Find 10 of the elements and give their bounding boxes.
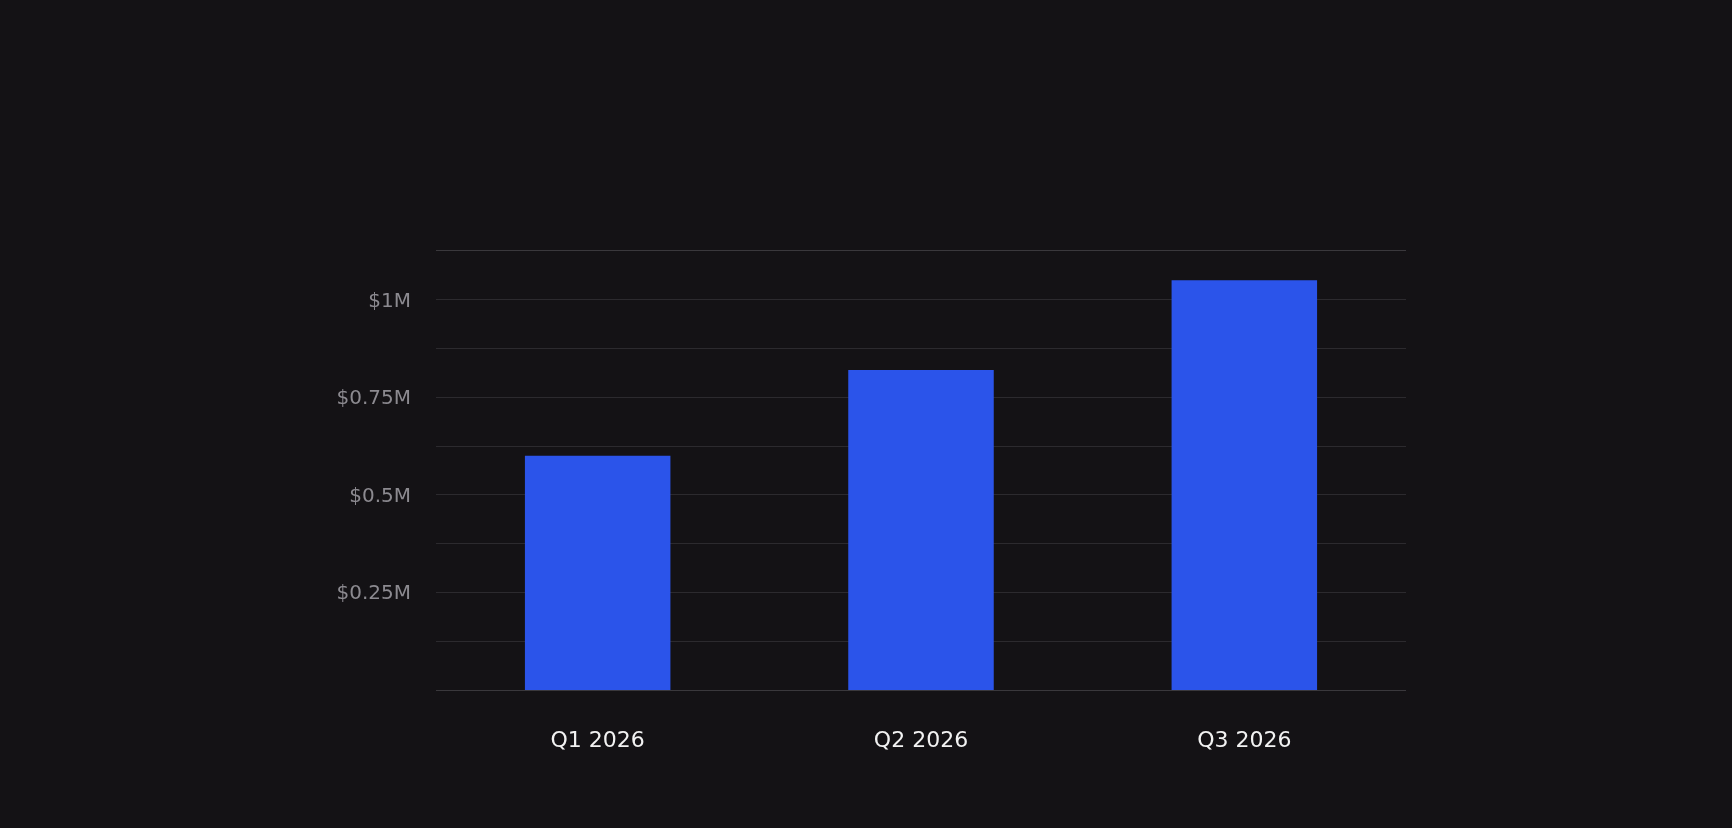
y-tick-label: $0.25M — [336, 580, 411, 605]
x-tick-label: Q1 2026 — [550, 727, 645, 753]
y-tick-label: $0.75M — [336, 385, 411, 410]
bar — [524, 455, 671, 690]
bar — [1171, 280, 1318, 690]
x-tick-label: Q3 2026 — [1197, 727, 1292, 753]
y-tick-label: $0.5M — [349, 482, 411, 507]
bar — [848, 370, 994, 690]
y-tick-label: $1M — [368, 287, 411, 312]
x-tick-label: Q2 2026 — [873, 727, 969, 753]
